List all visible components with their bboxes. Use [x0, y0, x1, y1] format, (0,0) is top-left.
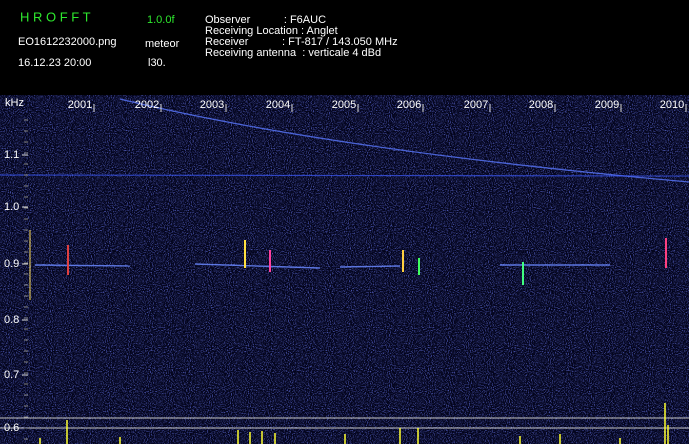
header-panel: [0, 0, 689, 95]
trace-0-9: [34, 263, 610, 269]
x-label: 2004: [266, 99, 290, 111]
station-info: Receiving Location : Anglet: [205, 25, 338, 37]
program-name: H R O F F T: [20, 9, 91, 24]
x-label: 2002: [135, 99, 159, 111]
file-name: EO1612232000.png: [18, 36, 116, 48]
x-label: 2006: [397, 99, 421, 111]
datetime: 16.12.23 20:00: [18, 57, 91, 69]
y-label: 0.6: [4, 422, 19, 434]
interval: l30.: [148, 57, 166, 69]
y-label: 0.7: [4, 369, 19, 381]
trace-line: [0, 174, 689, 177]
x-label: 2008: [529, 99, 553, 111]
y-label: 0.8: [4, 314, 19, 326]
mode: meteor: [145, 38, 180, 50]
trace-carrier: [119, 98, 689, 183]
x-label: 2005: [332, 99, 356, 111]
meteor-echoes: [29, 230, 667, 300]
x-label: 2001: [68, 99, 92, 111]
y-label: 1.1: [4, 149, 19, 161]
x-label: 2010: [660, 99, 684, 111]
level-spikes: [39, 403, 669, 444]
x-label: 2009: [595, 99, 619, 111]
station-info: Receiving antenna : verticale 4 dBd: [205, 47, 381, 59]
y-label: 1.0: [4, 201, 19, 213]
y-unit: kHz: [5, 97, 24, 109]
station-info: Observer : F6AUC: [205, 14, 326, 26]
y-label: 0.9: [4, 258, 19, 270]
x-label: 2007: [464, 99, 488, 111]
header-texts: H R O F F T 1.0.0f EO1612232000.png mete…: [18, 9, 180, 68]
spectrogram-noise: [0, 95, 689, 444]
level-lines: [0, 417, 689, 429]
station-info: Receiver : FT-817 / 143.050 MHz: [205, 36, 398, 48]
version: 1.0.0f: [147, 14, 175, 26]
x-label: 2003: [200, 99, 224, 111]
